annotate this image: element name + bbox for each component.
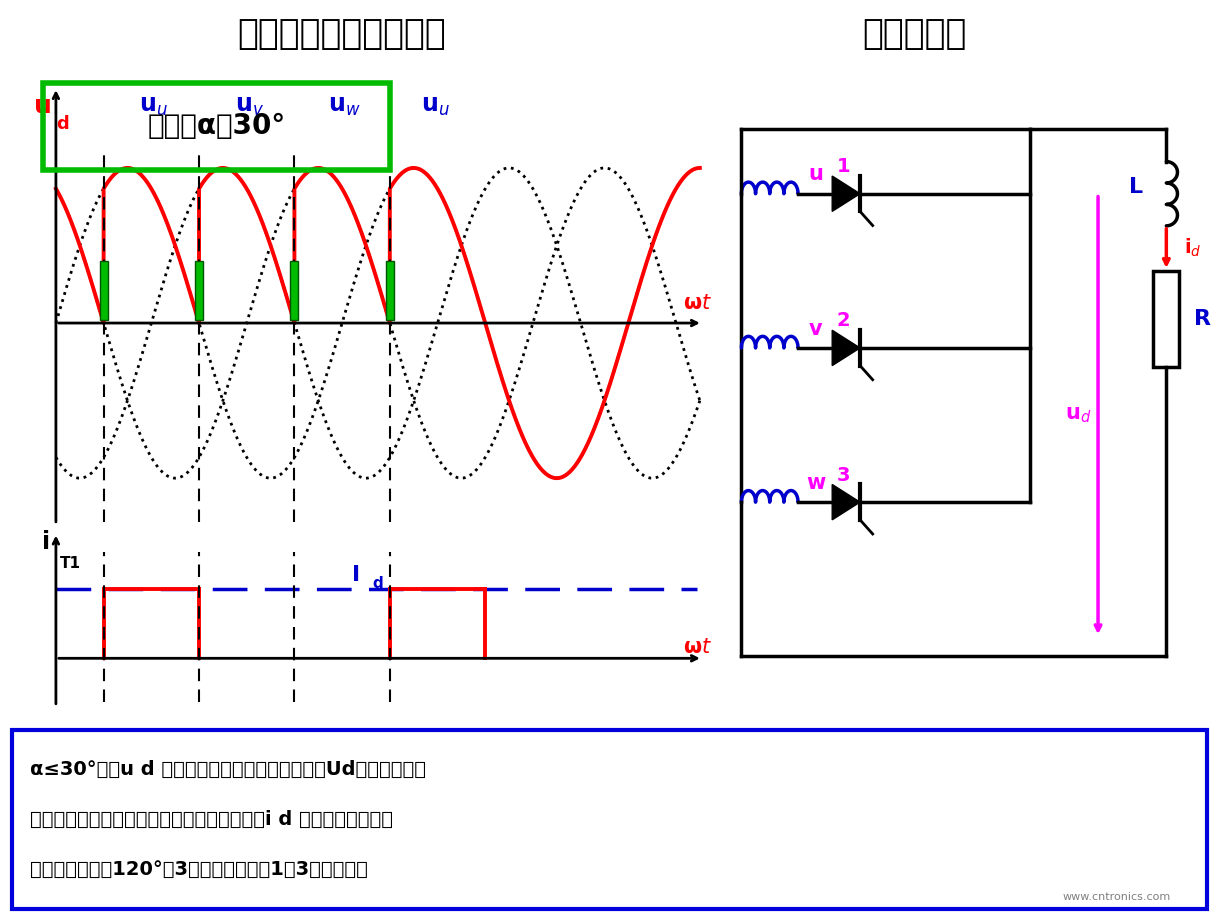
Text: 晶闸管导通角为120°，3个晶闸管各负担1／3的负载电流: 晶闸管导通角为120°，3个晶闸管各负担1／3的负载电流 xyxy=(30,860,368,879)
Text: u: u xyxy=(808,164,823,185)
Polygon shape xyxy=(833,485,861,520)
Text: R: R xyxy=(1195,309,1212,329)
Text: ω$t$: ω$t$ xyxy=(683,293,712,313)
Text: v: v xyxy=(809,319,823,339)
Text: d: d xyxy=(57,116,69,133)
Text: i: i xyxy=(43,531,50,554)
Text: u$_u$: u$_u$ xyxy=(139,94,168,118)
Text: 阻性负载一样；当电感足够大时，可近似认为i d 波形为平直波形，: 阻性负载一样；当电感足够大时，可近似认为i d 波形为平直波形， xyxy=(30,810,393,829)
Text: u$_u$: u$_u$ xyxy=(422,94,450,118)
Text: i$_d$: i$_d$ xyxy=(1184,237,1202,260)
Bar xyxy=(386,261,394,320)
Text: u$_v$: u$_v$ xyxy=(234,94,263,118)
Text: d: d xyxy=(373,577,383,591)
Text: u$_d$: u$_d$ xyxy=(1064,406,1091,425)
Text: u: u xyxy=(34,94,51,118)
Text: 电感性负载: 电感性负载 xyxy=(862,17,967,51)
Text: www.cntronics.com: www.cntronics.com xyxy=(1063,891,1171,901)
Bar xyxy=(1153,271,1180,367)
Bar xyxy=(100,261,107,320)
Text: α≤30°时，u d 波形与纯电阻性负载波形一样，Ud计算式和纯电: α≤30°时，u d 波形与纯电阻性负载波形一样，Ud计算式和纯电 xyxy=(30,760,427,778)
Text: I: I xyxy=(352,565,361,585)
Text: w: w xyxy=(806,473,825,493)
Text: u$_w$: u$_w$ xyxy=(328,94,361,118)
Bar xyxy=(290,261,299,320)
Bar xyxy=(195,261,202,320)
Text: T1: T1 xyxy=(60,556,80,571)
Text: 三相半波可控整流电路: 三相半波可控整流电路 xyxy=(236,17,446,51)
Polygon shape xyxy=(833,330,861,365)
Text: 1: 1 xyxy=(836,157,851,176)
Text: ω$t$: ω$t$ xyxy=(683,637,712,656)
Polygon shape xyxy=(833,176,861,211)
Text: 3: 3 xyxy=(836,465,851,485)
Text: 控制角α＝30°: 控制角α＝30° xyxy=(147,112,285,140)
Text: 2: 2 xyxy=(836,311,851,330)
Text: L: L xyxy=(1129,177,1143,197)
